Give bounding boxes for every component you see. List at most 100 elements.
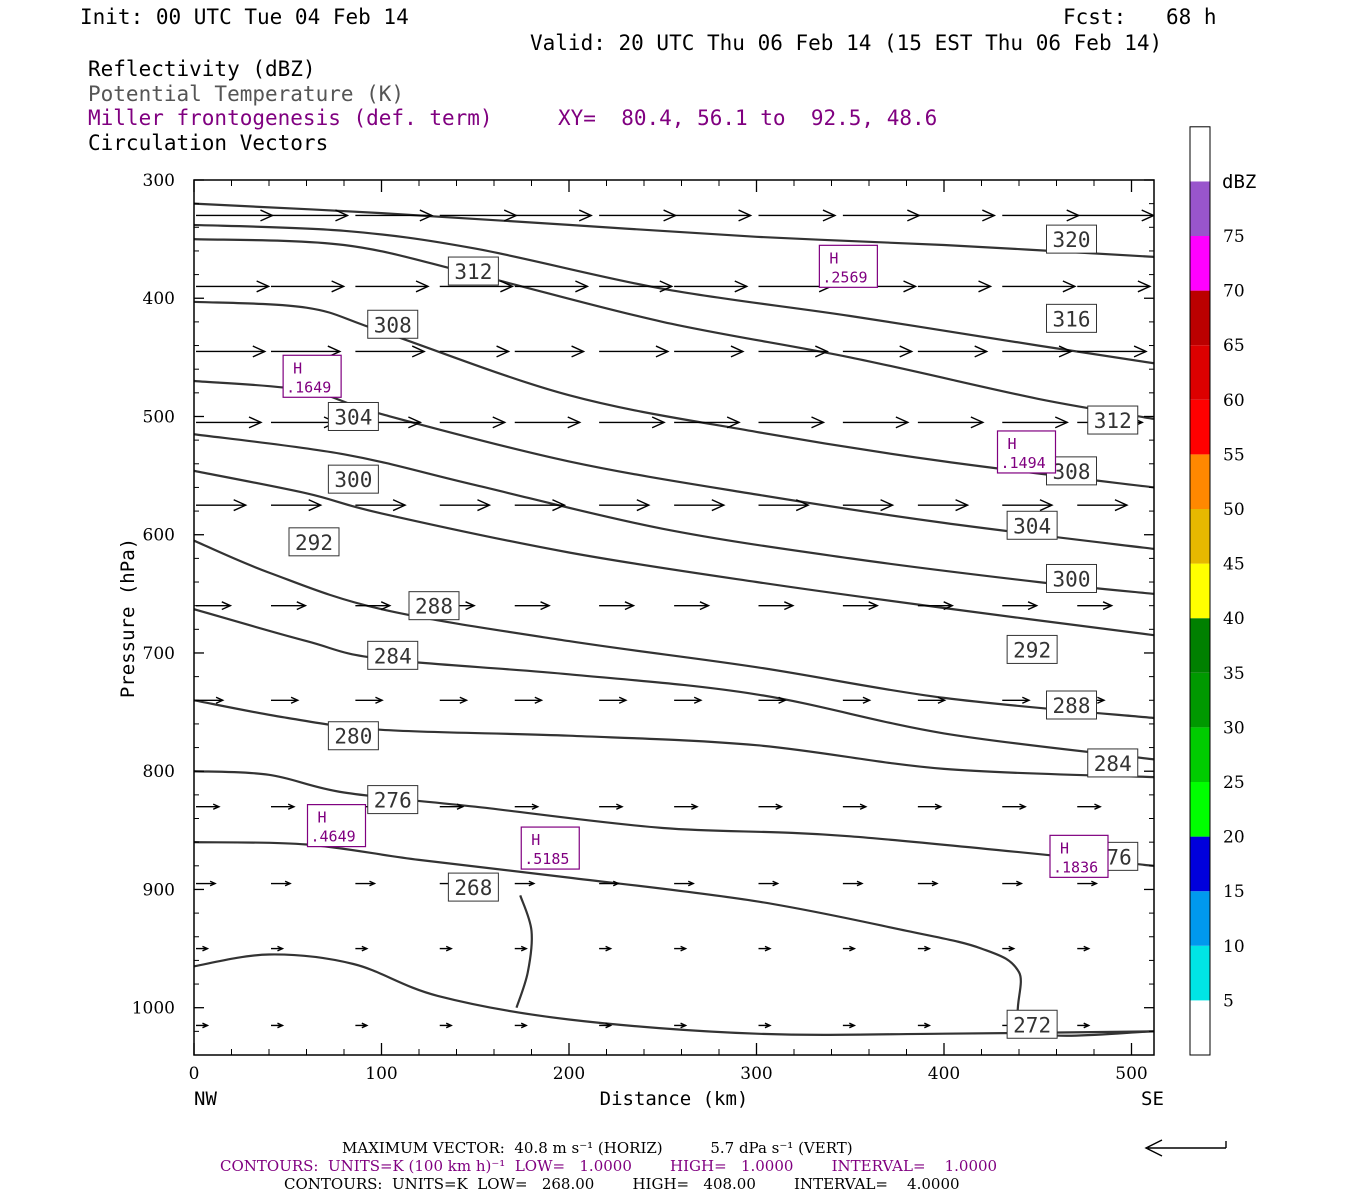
y-tick-label: 500 <box>143 407 175 427</box>
circulation-vector <box>917 345 989 358</box>
circulation-vector <box>1077 880 1099 887</box>
colorbar-level-label: 35 <box>1223 664 1245 684</box>
theta-contour-284 <box>194 608 1154 761</box>
theta-contour-272 <box>194 841 1154 1037</box>
circulation-vector <box>514 1022 528 1029</box>
svg-text:272: 272 <box>1013 1013 1051 1037</box>
circulation-vector <box>439 803 465 810</box>
circulation-vector <box>514 945 528 952</box>
circulation-vector <box>1077 209 1154 222</box>
svg-text:288: 288 <box>1053 694 1091 718</box>
contour-label-316: 316 <box>1046 303 1097 333</box>
frontogenesis-max-1836: H.1836 <box>1049 834 1109 878</box>
contour-label-304: 304 <box>327 401 379 431</box>
circulation-vector <box>758 803 784 810</box>
theta-contour-segment-13 <box>515 895 533 1009</box>
colorbar-level-label: 20 <box>1223 828 1245 848</box>
circulation-vector <box>842 601 879 611</box>
circulation-vector <box>758 499 810 512</box>
circulation-vector <box>271 416 338 429</box>
frontogenesis-max-1649: H.1649 <box>282 354 342 398</box>
svg-text:300: 300 <box>334 468 372 492</box>
contour-label-284: 284 <box>1087 748 1139 778</box>
circulation-vector <box>917 803 943 810</box>
theta-contour-268 <box>194 953 1154 1036</box>
contour-label-312: 312 <box>1087 405 1139 435</box>
circulation-vector <box>196 345 267 358</box>
field-reflectivity: Reflectivity (dBZ) <box>88 57 316 81</box>
circulation-vector <box>758 416 826 429</box>
svg-text:H: H <box>829 249 838 267</box>
svg-text:312: 312 <box>1094 409 1132 433</box>
circulation-vector <box>271 803 296 810</box>
circulation-vector <box>758 696 787 704</box>
circulation-vector <box>1002 499 1054 512</box>
circulation-vector <box>514 209 593 222</box>
contour-label-304: 304 <box>1006 510 1058 540</box>
circulation-vector <box>355 209 434 222</box>
theta-contour-292 <box>194 469 1154 637</box>
circulation-vector <box>758 1022 772 1029</box>
circulation-vector <box>599 345 670 358</box>
circulation-vector <box>917 880 939 887</box>
circulation-vector <box>514 880 536 887</box>
circulation-vector <box>355 696 384 704</box>
circulation-vector <box>439 345 511 358</box>
svg-text:320: 320 <box>1053 228 1091 252</box>
colorbar-level-label: 55 <box>1223 445 1245 465</box>
colorbar-bin <box>1190 945 1210 1001</box>
theta-contour-308 <box>194 300 1154 489</box>
circulation-vector <box>271 945 285 952</box>
contour-label-320: 320 <box>1046 224 1097 254</box>
colorbar-level-label: 65 <box>1223 336 1245 356</box>
circulation-vector <box>514 280 590 293</box>
circulation-vector <box>1002 696 1031 704</box>
circulation-vector <box>842 696 872 704</box>
circulation-vector <box>196 880 217 887</box>
theta-contour-288 <box>194 539 1154 720</box>
x-tick-label: 400 <box>928 1064 960 1084</box>
circulation-vector <box>439 499 492 512</box>
colorbar-bin <box>1190 727 1210 782</box>
circulation-vector <box>196 601 233 611</box>
circulation-vector <box>271 880 292 887</box>
circulation-vector <box>514 416 582 429</box>
circulation-vector <box>355 499 407 512</box>
x-right-end-label: SE <box>1141 1088 1164 1110</box>
svg-text:284: 284 <box>374 644 412 668</box>
svg-text:292: 292 <box>1013 638 1051 662</box>
contour-label-312: 312 <box>447 256 499 286</box>
x-tick-label: 300 <box>740 1064 772 1084</box>
y-axis-title: Pressure (hPa) <box>117 538 139 698</box>
contour-label-292: 292 <box>1006 634 1058 664</box>
svg-text:268: 268 <box>454 876 492 900</box>
colorbar-level-label: 45 <box>1223 555 1245 575</box>
colorbar-bin <box>1190 672 1210 728</box>
x-tick-label: 100 <box>365 1064 397 1084</box>
circulation-vector <box>674 345 745 358</box>
contour-labels: 320 316 312 312 308 308 304 304 300 300 292 292 288 2… <box>288 224 1139 1039</box>
contour-label-288: 288 <box>1046 690 1097 720</box>
svg-text:300: 300 <box>1053 567 1091 591</box>
circulation-vector <box>599 880 620 887</box>
circulation-vector <box>439 696 469 704</box>
x-axis-title: Distance (km) <box>600 1088 749 1110</box>
x-left-end-label: NW <box>194 1088 217 1110</box>
theta-contours <box>194 202 1154 1037</box>
circulation-vector <box>599 601 636 611</box>
circulation-vector <box>674 945 688 952</box>
circulation-vector <box>917 1022 932 1029</box>
svg-text:284: 284 <box>1094 752 1132 776</box>
circulation-vector <box>674 880 695 887</box>
circulation-vector <box>514 803 540 810</box>
x-tick-label: 500 <box>1115 1064 1147 1084</box>
circulation-vectors <box>196 209 1154 1029</box>
svg-text:304: 304 <box>1013 514 1051 538</box>
field-frontogenesis: Miller frontogenesis (def. term) <box>88 106 493 130</box>
valid-time: Valid: 20 UTC Thu 06 Feb 14 (15 EST Thu … <box>530 31 1163 55</box>
circulation-vector <box>514 601 551 611</box>
contour-label-308: 308 <box>367 309 419 339</box>
circulation-vector <box>917 209 997 222</box>
circulation-vector <box>1077 803 1102 810</box>
theta-contour-320 <box>194 202 1154 258</box>
